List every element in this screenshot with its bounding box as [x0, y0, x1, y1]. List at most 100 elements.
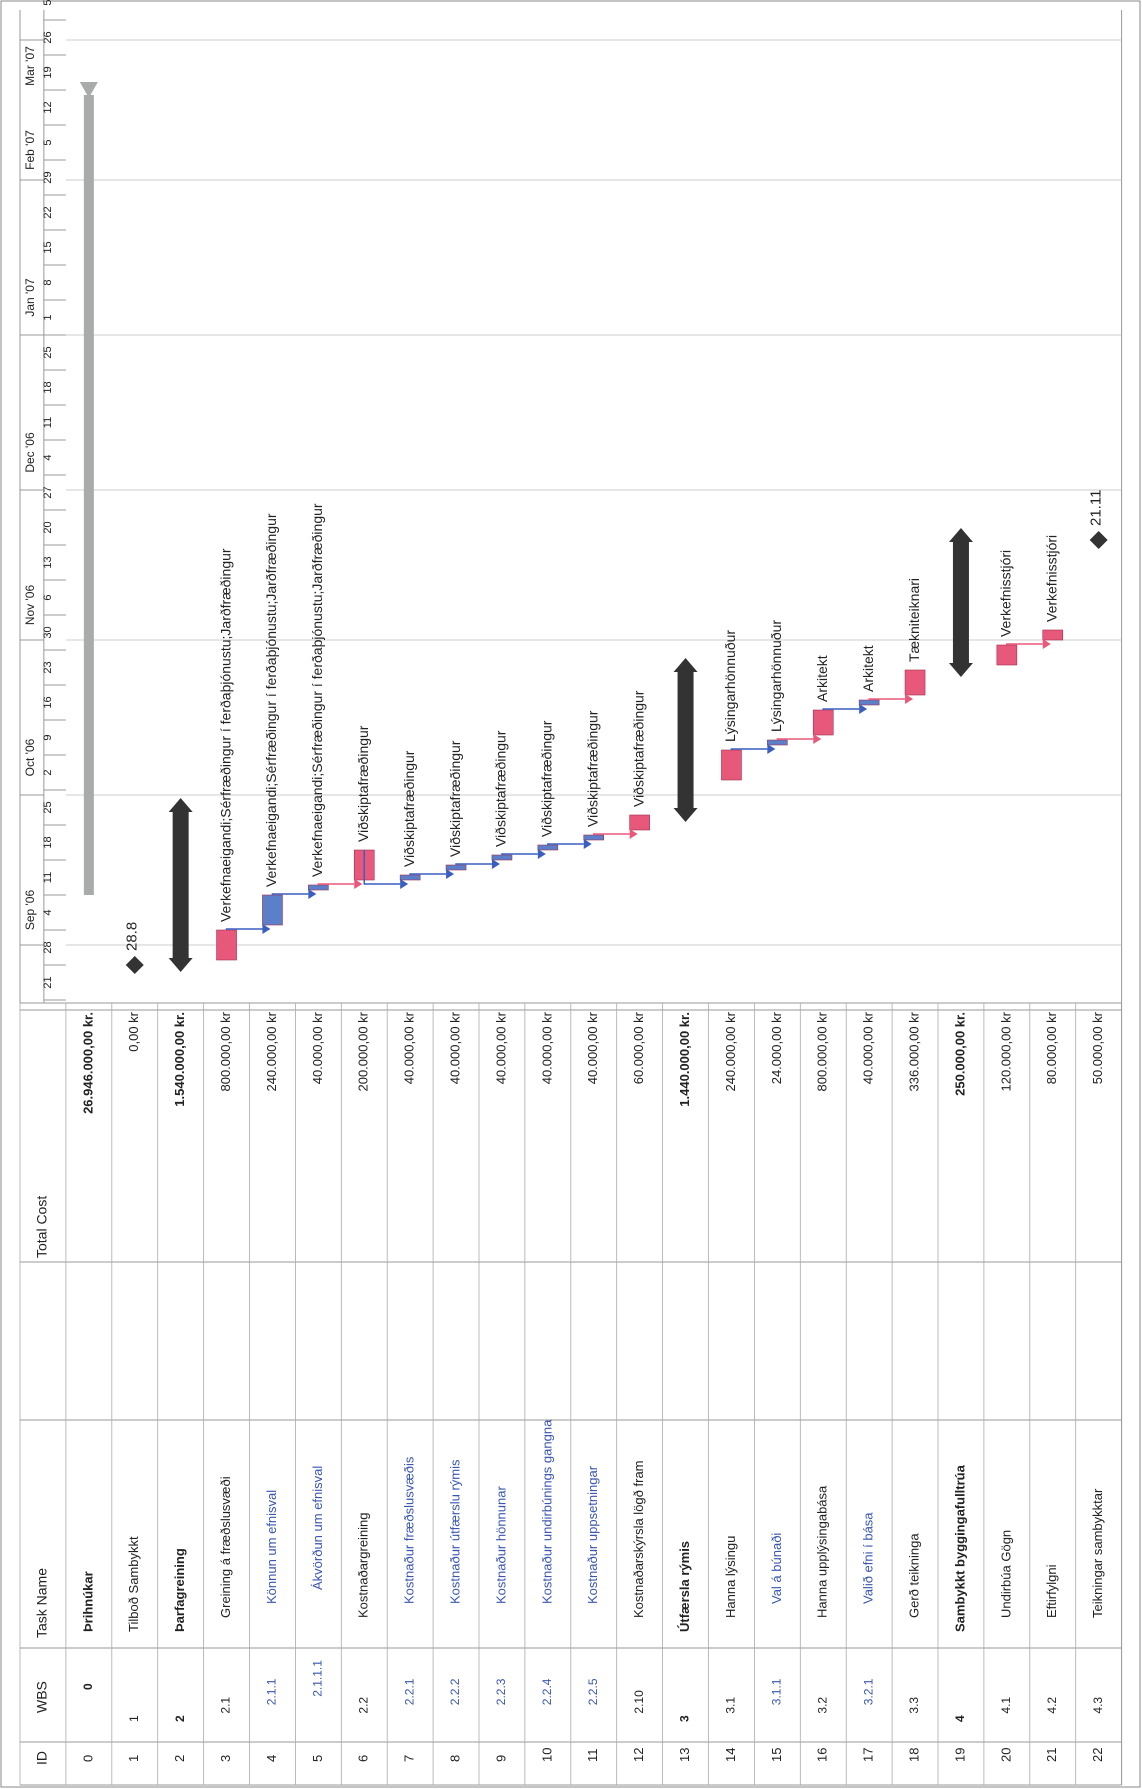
- summary-bar[interactable]: [952, 540, 969, 665]
- task-bar[interactable]: [904, 669, 926, 696]
- month-label: Mar '07: [23, 46, 37, 86]
- task-cost: 40.000,00 kr: [539, 1011, 554, 1084]
- task-bar[interactable]: [629, 814, 650, 831]
- task-id: 2: [172, 1755, 187, 1762]
- dependency-link: [822, 708, 860, 710]
- task-cost: 40.000,00 kr: [585, 1011, 600, 1084]
- task-row[interactable]: 20 4.1 Undirbúa Gögn 120.000,00 kr Verkefnis…: [996, 550, 1018, 1762]
- task-row[interactable]: 10 2.2.4 Kostnaður undirbúnings gangna 40.0…: [537, 720, 559, 1762]
- task-cost: 40.000,00 kr: [493, 1011, 508, 1084]
- task-id: 6: [356, 1755, 371, 1762]
- task-row[interactable]: 9 2.2.3 Kostnaður hönnunar 40.000,00 kr Viðs…: [491, 730, 513, 1762]
- milestone-diamond[interactable]: [1089, 531, 1108, 549]
- dependency-arrowhead: [859, 704, 868, 714]
- task-cost: 40.000,00 kr: [310, 1011, 325, 1084]
- summary-bar[interactable]: [677, 670, 694, 810]
- task-bar[interactable]: [537, 844, 559, 851]
- project-summary-bar[interactable]: [83, 95, 94, 895]
- task-row[interactable]: 22 4.3 Teikningar sambykktar 50.000,00 kr 21…: [1088, 490, 1108, 1762]
- month-label: Feb '07: [23, 130, 37, 170]
- task-bar[interactable]: [996, 644, 1018, 666]
- task-bar[interactable]: [216, 929, 237, 961]
- task-row[interactable]: 14 3.1 Hanna lýsingu 240.000,00 kr Lýsingarh…: [721, 630, 742, 1762]
- task-bar[interactable]: [721, 749, 742, 781]
- task-row[interactable]: 3 2.1 Greining á fræðslusvæði 800.000,00 kr…: [216, 548, 237, 1762]
- summary-bar-end: [168, 798, 193, 812]
- task-row[interactable]: 12 2.10 Kostnaðarskýrsla lögð fram 60.000,0…: [629, 690, 650, 1762]
- week-label: 5: [42, 0, 54, 6]
- task-name: Kostnaðargreining: [356, 1512, 371, 1618]
- dependency-arrowhead: [308, 889, 317, 899]
- task-row[interactable]: 4 2.1.1 Könnun um efnisval 240.000,00 kr Ver…: [262, 513, 283, 1762]
- task-wbs: 2.2.4: [540, 1678, 554, 1705]
- task-name: Kostnaður undirbúnings gangna: [539, 1419, 554, 1604]
- task-bar[interactable]: [399, 874, 421, 881]
- month-label: Sep '06: [23, 890, 37, 931]
- task-id: 20: [998, 1748, 1013, 1762]
- id-column-header[interactable]: ID: [34, 1751, 50, 1765]
- task-bar[interactable]: [858, 699, 880, 706]
- task-row[interactable]: 0 0 Þrihnúkar 26.946.000,00 kr.: [79, 82, 98, 1762]
- dependency-arrowhead: [354, 879, 363, 889]
- task-wbs: 2.2.2: [448, 1678, 462, 1705]
- task-id: 8: [447, 1755, 462, 1762]
- resource-label: Arkitekt: [814, 655, 830, 702]
- task-cost: 120.000,00 kr: [998, 1011, 1013, 1091]
- task-row[interactable]: 11 2.2.5 Kostnaður uppsetningar 40.000,00 k…: [583, 710, 605, 1762]
- dependency-arrowhead: [905, 694, 914, 704]
- task-row[interactable]: 16 3.2 Hanna upplýsingabása 800.000,00 kr Ar…: [812, 655, 834, 1762]
- task-bar[interactable]: [812, 709, 834, 736]
- summary-bar[interactable]: [172, 810, 189, 960]
- task-id: 12: [631, 1748, 646, 1762]
- week-label: 11: [42, 872, 54, 883]
- resource-label: Verkefnaeigandi;Sérfræðingur í ferðaþjón…: [309, 503, 325, 877]
- task-bar[interactable]: [491, 854, 513, 861]
- task-row[interactable]: 1 1 Tilboð Sambykkt 0,00 kr 28.8: [124, 922, 144, 1762]
- task-row[interactable]: 17 3.2.1 Valið efni í bása 40.000,00 kr Arki…: [858, 645, 880, 1762]
- resource-label: Viðskiptafræðingur: [493, 730, 509, 847]
- task-row[interactable]: 2 2 Þarfagreining 1.540.000,00 kr.: [168, 798, 193, 1762]
- task-name: Tilboð Sambykkt: [126, 1536, 141, 1632]
- dependency-link: [317, 883, 355, 885]
- task-row[interactable]: 15 3.1.1 Val á búnaði 24.000,00 kr Lýsingarh…: [767, 620, 788, 1762]
- wbs-column-header[interactable]: WBS: [34, 1681, 50, 1713]
- task-bar[interactable]: [1042, 629, 1064, 641]
- task-id: 4: [264, 1755, 279, 1762]
- task-bar[interactable]: [767, 739, 788, 746]
- task-name: Kostnaðarskýrsla lögð fram: [631, 1460, 646, 1618]
- column-headers: ID WBS Task Name Total Cost: [34, 1196, 50, 1765]
- dependency-arrowhead: [446, 869, 455, 879]
- task-row[interactable]: 5 2.1.1.1 Ákvörðun um efnisval 40.000,00 kr…: [308, 503, 329, 1762]
- resource-label: Verkefnaeigandi;Sérfræðingur í ferðaþjón…: [263, 513, 279, 887]
- task-bar[interactable]: [308, 884, 329, 891]
- task-row[interactable]: 8 2.2.2 Kostnaður útfærslu rýmis 40.000,00 …: [445, 740, 467, 1762]
- task-bar[interactable]: [583, 834, 605, 841]
- task-bar[interactable]: [262, 894, 283, 926]
- milestone-diamond[interactable]: [125, 956, 144, 974]
- week-label: 19: [42, 66, 54, 78]
- task-row[interactable]: 21 4.2 Eftirfylgni 80.000,00 kr Verkefnisstj…: [1042, 535, 1064, 1762]
- task-row[interactable]: 19 4 Sambykkt byggingafulltrúa 250.000,00 k…: [948, 528, 973, 1762]
- month-label: Dec '06: [23, 432, 37, 473]
- task-cost: 0,00 kr: [126, 1011, 141, 1051]
- summary-bar-start: [948, 663, 973, 677]
- resource-label: Lýsingarhönnuður: [722, 630, 738, 742]
- task-row[interactable]: 18 3.3 Gerð teikninga 336.000,00 kr Tæknitei…: [904, 578, 926, 1762]
- resource-label: Tækniteiknari: [906, 578, 922, 662]
- week-label: 25: [42, 346, 54, 358]
- name-column-header[interactable]: Task Name: [34, 1568, 50, 1638]
- task-wbs: 2.2: [356, 1697, 370, 1714]
- task-name: Útfærsla rýmis: [677, 1541, 692, 1632]
- dependency-link: [225, 928, 263, 930]
- task-wbs: 3.3: [907, 1697, 921, 1714]
- task-bar[interactable]: [445, 864, 467, 871]
- task-row[interactable]: 7 2.2.1 Kostnaður fræðslusvæðis 40.000,00 k…: [399, 750, 421, 1762]
- task-cost: 80.000,00 kr: [1044, 1011, 1059, 1084]
- cost-column-header[interactable]: Total Cost: [34, 1196, 50, 1258]
- week-label: 11: [42, 417, 54, 428]
- week-label: 9: [42, 734, 54, 740]
- task-row[interactable]: 6 2.2 Kostnaðargreining 200.000,00 kr Viðski…: [353, 725, 375, 1762]
- task-name: Hanna upplýsingabása: [815, 1485, 830, 1618]
- task-row[interactable]: 13 3 Útfærsla rýmis 1.440.000,00 kr.: [673, 658, 698, 1762]
- resource-label: Arkitekt: [860, 645, 876, 692]
